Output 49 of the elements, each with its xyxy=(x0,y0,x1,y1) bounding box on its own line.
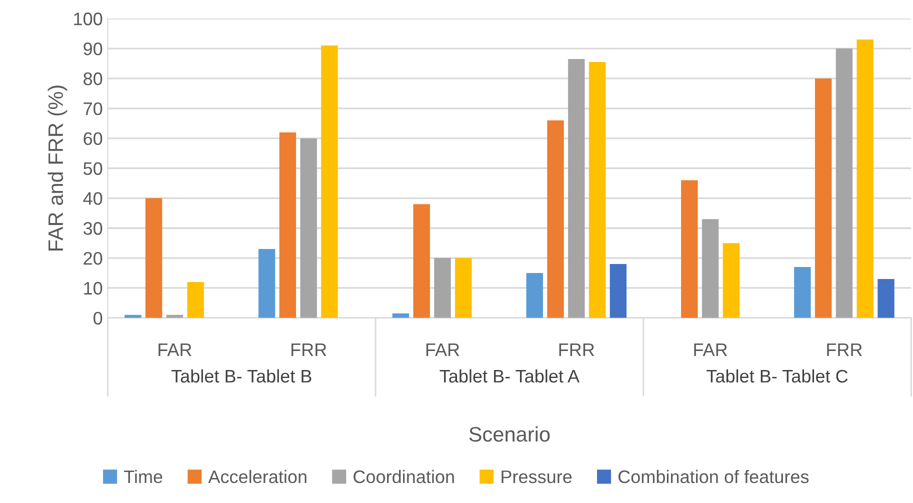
y-tick-label: 10 xyxy=(84,282,102,295)
bar xyxy=(413,204,430,318)
text: Tablet B- Tablet A xyxy=(440,369,580,383)
bar xyxy=(722,243,740,318)
y-tick-label: 20 xyxy=(84,252,102,265)
y-tick-label: 30 xyxy=(83,222,102,235)
y-tick-label: 40 xyxy=(83,192,102,205)
x-tick-label: FRR xyxy=(827,344,862,356)
x-tick-label: FRR xyxy=(559,344,594,356)
bar xyxy=(279,132,296,318)
legend-label: Acceleration xyxy=(208,470,306,484)
x-tick-label: FAR xyxy=(694,344,728,356)
legend-label: Pressure xyxy=(502,470,572,484)
bar xyxy=(702,219,719,318)
y-tick-label: 80 xyxy=(84,72,102,86)
y-tick-label: 90 xyxy=(84,42,102,56)
y-tick-label: 70 xyxy=(84,102,102,116)
x-tick-label: FAR xyxy=(158,344,192,356)
bar xyxy=(610,264,627,318)
bar xyxy=(547,120,564,318)
y-tick-label: 60 xyxy=(84,132,102,146)
bar xyxy=(258,249,276,318)
text: Tablet B- Tablet B xyxy=(171,369,312,383)
legend-label: Coordination xyxy=(354,470,454,484)
x-axis-title: Scenario xyxy=(469,426,550,442)
x-tick-label: FRR xyxy=(292,344,326,356)
bar xyxy=(568,59,585,318)
x-tick-label: FAR xyxy=(426,344,460,356)
bar xyxy=(434,258,451,318)
bar xyxy=(814,78,832,318)
bar xyxy=(187,282,204,318)
legend-label: Combination of features xyxy=(618,470,809,484)
bar xyxy=(588,62,606,318)
bar xyxy=(836,48,853,318)
bar xyxy=(145,198,162,318)
bar xyxy=(300,138,317,318)
y-axis-title: FAR and FRR (%) xyxy=(48,86,68,250)
bar xyxy=(526,273,543,318)
bar xyxy=(794,267,811,318)
y-tick-label: 0 xyxy=(94,312,102,325)
bar xyxy=(681,180,698,318)
y-tick-label: 50 xyxy=(84,162,102,175)
bar xyxy=(856,40,874,318)
bar xyxy=(321,46,338,318)
bar xyxy=(455,258,472,318)
bar xyxy=(878,278,894,318)
text: Tablet B- Tablet C xyxy=(706,369,848,383)
y-tick-label: 100 xyxy=(74,12,102,26)
legend-label: Time xyxy=(124,470,162,484)
